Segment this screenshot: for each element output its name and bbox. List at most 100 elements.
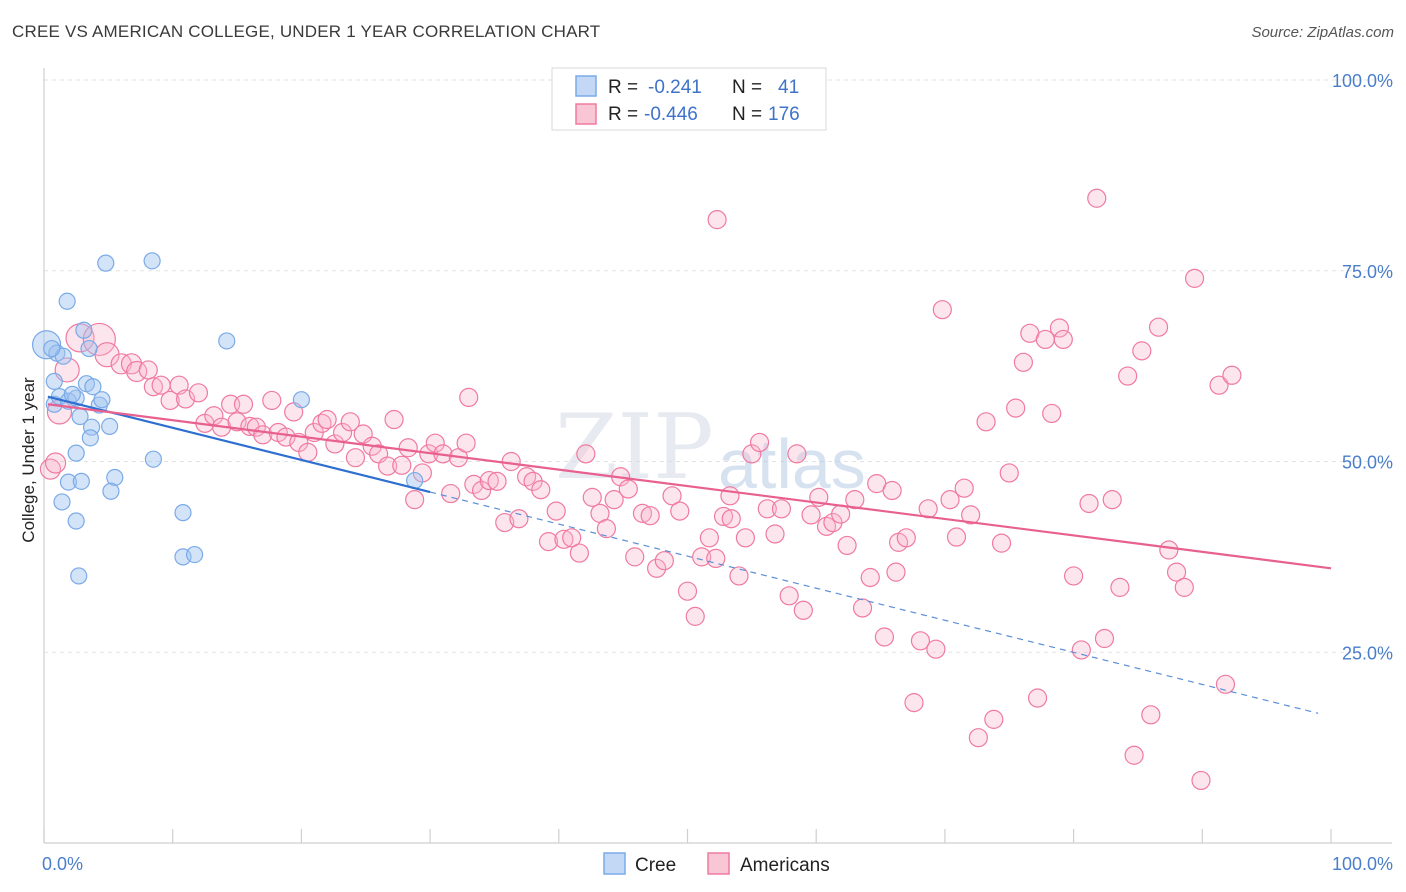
correlation-legend: R = -0.241 N = 41 R = -0.446 N = 176	[551, 67, 827, 131]
cree-point	[45, 372, 63, 390]
americans-point	[604, 490, 624, 510]
americans-point	[509, 509, 529, 529]
americans-point	[765, 524, 785, 544]
americans-point	[392, 455, 412, 475]
y-axis-title: College, Under 1 year	[19, 377, 38, 543]
watermark: ZIP atlas	[555, 395, 866, 503]
americans-point	[1184, 268, 1205, 288]
americans-point	[625, 547, 645, 567]
americans-point	[44, 452, 67, 474]
cree-point	[75, 321, 93, 339]
americans-point	[961, 505, 981, 525]
americans-point	[904, 693, 924, 713]
americans-point	[1148, 317, 1169, 337]
americans-point	[1222, 365, 1242, 385]
cree-point	[97, 254, 115, 272]
tick-labels: 100.0% 75.0% 50.0% 25.0% 0.0% 100.0%	[42, 71, 1393, 874]
americans-point	[749, 432, 770, 453]
y-tick-label: 50.0%	[1342, 453, 1393, 473]
americans-point	[882, 480, 902, 501]
cree-point	[84, 378, 102, 396]
chart-source: Source: ZipAtlas.com	[1251, 24, 1394, 41]
americans-point	[487, 471, 507, 491]
americans-point	[569, 543, 589, 563]
americans-legend-swatch	[575, 103, 597, 125]
cree-point	[174, 504, 192, 522]
americans-point	[425, 433, 445, 453]
americans-point	[721, 509, 741, 529]
legend-cree-swatch	[603, 852, 626, 875]
legend-americans-swatch	[707, 852, 730, 875]
americans-point	[1071, 640, 1091, 660]
americans-point	[779, 586, 799, 606]
americans-point	[562, 528, 582, 548]
americans-point	[160, 390, 180, 411]
americans-point	[999, 463, 1019, 483]
americans-point	[576, 444, 596, 464]
americans-point	[618, 479, 638, 499]
americans-point	[138, 360, 158, 380]
americans-point	[670, 501, 690, 521]
americans-point	[787, 444, 807, 464]
americans-point	[1042, 403, 1062, 424]
cree-point	[144, 450, 162, 468]
trend-lines	[47, 395, 1332, 714]
americans-point	[378, 456, 398, 476]
cree-point	[185, 545, 204, 564]
cree-point	[31, 330, 62, 360]
americans-point	[1079, 493, 1099, 514]
americans-point	[227, 412, 247, 432]
americans-point	[464, 474, 484, 494]
americans-point	[946, 527, 967, 547]
americans-point	[968, 728, 988, 748]
americans-point	[531, 480, 551, 500]
cree-point	[143, 252, 161, 270]
americans-point	[262, 390, 282, 411]
americans-point	[1191, 770, 1211, 791]
americans-point	[1053, 329, 1073, 350]
americans-point	[662, 486, 682, 506]
americans-point	[1087, 188, 1107, 208]
americans-point	[991, 533, 1012, 553]
americans-point	[707, 210, 727, 230]
cree-point	[67, 444, 85, 462]
cree-r-value: -0.241	[648, 77, 702, 98]
cree-point	[218, 332, 236, 350]
americans-point	[538, 532, 559, 552]
americans-point	[984, 709, 1004, 729]
americans-point	[456, 433, 476, 453]
cree-point	[72, 472, 90, 490]
americans-point	[1141, 705, 1161, 725]
legend-cree-label: Cree	[635, 855, 676, 876]
y-tick-label: 100.0%	[1332, 71, 1393, 91]
americans-point	[699, 528, 719, 548]
americans-point	[1110, 577, 1130, 597]
cree-trend-extension	[429, 491, 1319, 714]
americans-trend-line	[47, 403, 1332, 570]
chart-title: CREE VS AMERICAN COLLEGE, UNDER 1 YEAR C…	[12, 22, 601, 41]
americans-r-value: -0.446	[644, 104, 698, 125]
americans-point	[1166, 562, 1187, 582]
americans-point	[143, 377, 163, 397]
y-tick-label: 75.0%	[1342, 262, 1393, 282]
americans-point	[932, 300, 952, 320]
americans-point	[596, 519, 617, 539]
americans-point	[1132, 341, 1152, 361]
cree-point	[101, 417, 119, 436]
americans-point	[479, 470, 499, 491]
americans-point	[398, 438, 418, 458]
y-tick-label: 25.0%	[1342, 643, 1393, 663]
americans-point	[1094, 628, 1115, 649]
legend-americans-label: Americans	[740, 855, 830, 876]
cree-legend-swatch	[575, 75, 597, 97]
cree-point	[106, 468, 124, 487]
americans-point	[554, 529, 574, 549]
cree-point	[59, 473, 78, 491]
americans-point	[831, 504, 851, 524]
americans-point	[1124, 745, 1144, 765]
americans-point	[771, 499, 792, 519]
americans-point	[1102, 490, 1122, 510]
americans-n-value: 176	[768, 104, 800, 125]
cree-point	[93, 391, 111, 409]
